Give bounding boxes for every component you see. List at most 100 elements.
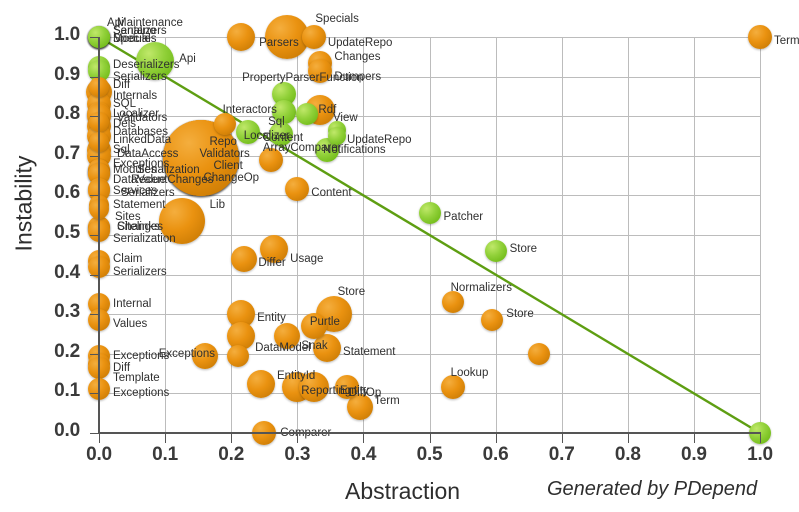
y-tick [90, 314, 99, 316]
bubble-sql[interactable] [272, 100, 297, 125]
bubble-normalizers[interactable] [441, 291, 464, 314]
bubble-entityid[interactable] [246, 369, 275, 398]
bubble-label: LinkedData [113, 134, 172, 146]
bubble-diffop[interactable] [334, 375, 359, 400]
bubble-localizer[interactable] [235, 120, 260, 145]
bubble-entity[interactable] [298, 372, 329, 403]
bubble-patcher[interactable] [418, 202, 441, 225]
bubble-term[interactable] [347, 394, 374, 421]
bubble-unlabeled[interactable] [527, 342, 550, 365]
bubble-label: Term [774, 35, 799, 47]
y-tick [90, 274, 99, 276]
bubble-label: Serializers [113, 265, 167, 278]
y-tick-label: 0.6 [54, 182, 80, 204]
bubble-lookup[interactable] [440, 375, 465, 400]
bubble-label: Localizer [113, 108, 160, 121]
y-tick-label: 0.5 [54, 222, 80, 243]
y-tick-label: 1.0 [54, 24, 80, 45]
bubble-label: Sitelinks [117, 221, 160, 234]
bubble-term[interactable] [748, 25, 772, 49]
bubble-lib[interactable] [158, 198, 205, 245]
bubble-updaterepo[interactable] [327, 127, 346, 145]
y-tick-label: 0.7 [54, 142, 80, 164]
bubble-label: Internal [113, 298, 152, 311]
x-tick [693, 434, 695, 443]
x-tick [561, 434, 563, 443]
bubble-label: Api [179, 52, 196, 65]
x-tick-label: 0.5 [416, 444, 443, 465]
bubble-label: Content [311, 187, 352, 200]
x-tick-label: 0.1 [152, 444, 178, 465]
bubble-label: Claim [113, 252, 143, 265]
y-tick [90, 116, 99, 118]
bubble-label: Databases [113, 126, 168, 139]
bubble-label: Validators [117, 112, 168, 125]
y-tick-label: 0.3 [54, 301, 80, 323]
bubble-label: PropertyParserFunction [242, 72, 364, 85]
bubble-label: Normalizers [450, 282, 512, 295]
bubble-arraycomparer[interactable] [258, 147, 283, 172]
bubble-statement[interactable] [313, 333, 342, 362]
gridline-horizontal [99, 116, 760, 118]
gridline-horizontal [99, 274, 760, 276]
bubble-label: Patcher [443, 211, 484, 224]
x-tick-label: 0.7 [548, 444, 575, 465]
y-tick [90, 37, 99, 38]
bubble-snak[interactable] [274, 322, 301, 349]
bubble-interactors[interactable] [213, 113, 236, 136]
bubble-label: Values [113, 318, 148, 331]
y-tick-label: 0.0 [54, 420, 80, 441]
bubble-label: Changes [334, 50, 381, 63]
chart-credit: Generated by PDepend [547, 478, 758, 500]
bubble-label: Exceptions [113, 349, 170, 362]
x-tick [297, 434, 299, 443]
bubble-label: UpdateRepo [327, 37, 393, 49]
bubble-label: Changes [117, 221, 164, 234]
bubble-parsers[interactable] [227, 23, 256, 51]
bubble-store[interactable] [481, 309, 504, 332]
x-axis-line [99, 432, 761, 434]
bubble-label: Dels [113, 118, 137, 131]
bubble-label: Store [509, 242, 538, 255]
plot-area: Api Maintenance Serializers Santano Module Sp… [86, 13, 799, 445]
bubble-updaterepo[interactable] [301, 25, 326, 49]
x-tick [99, 434, 100, 443]
bubble-label: Serializers [121, 187, 175, 200]
bubble-dumpers[interactable] [308, 58, 333, 83]
x-tick-label: 0.6 [482, 444, 509, 465]
y-tick [90, 195, 99, 197]
bubble-label: Diff [113, 361, 131, 374]
bubble-differ[interactable] [231, 245, 258, 272]
bubble-label: Specials [315, 13, 359, 25]
x-tick [627, 434, 629, 443]
bubble-label: Serializers [113, 25, 167, 37]
y-tick-label: 0.1 [54, 380, 80, 402]
bubble-unlabeled[interactable] [296, 103, 319, 126]
bubble-unlabeled[interactable] [226, 344, 249, 367]
bubble-content[interactable] [268, 122, 293, 147]
bubble-api[interactable] [136, 41, 175, 80]
gridline-horizontal [99, 76, 760, 78]
bubble-label: Exceptions [113, 157, 170, 170]
bubble-label: Sites [115, 211, 141, 224]
bubble-content[interactable] [285, 177, 310, 202]
y-tick-label: 0.4 [54, 261, 80, 283]
x-tick-label: 0.4 [350, 444, 377, 465]
x-tick-label: 0.9 [680, 444, 707, 465]
x-tick-label: 0.0 [86, 444, 112, 465]
bubble-label: Modules [113, 163, 157, 176]
x-tick-label: 0.8 [614, 444, 641, 465]
y-tick [90, 235, 99, 236]
y-tick-label: 0.2 [54, 340, 80, 362]
gridline-vertical [760, 37, 761, 433]
y-axis-line [98, 37, 100, 434]
x-tick [760, 434, 761, 443]
y-tick-label: 0.9 [54, 63, 80, 85]
x-tick [429, 434, 431, 443]
bubble-store[interactable] [484, 239, 507, 262]
bubble-exceptions[interactable] [191, 342, 218, 369]
bubble-usage[interactable] [260, 234, 289, 263]
bubble-purtle[interactable] [300, 313, 327, 340]
bubble-label: Diff [113, 78, 131, 91]
